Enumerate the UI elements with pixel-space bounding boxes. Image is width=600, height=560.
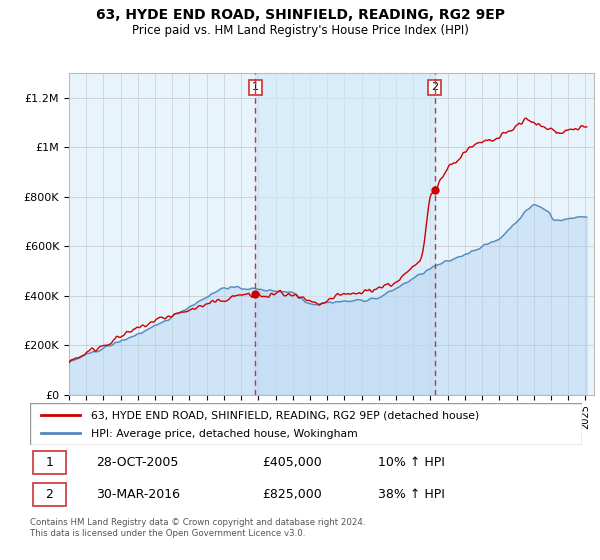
Text: This data is licensed under the Open Government Licence v3.0.: This data is licensed under the Open Gov…: [30, 529, 305, 538]
Text: £825,000: £825,000: [262, 488, 322, 501]
Text: 63, HYDE END ROAD, SHINFIELD, READING, RG2 9EP: 63, HYDE END ROAD, SHINFIELD, READING, R…: [95, 8, 505, 22]
Bar: [255, 73, 434, 395]
Text: HPI: Average price, detached house, Wokingham: HPI: Average price, detached house, Woki…: [91, 430, 358, 439]
Text: 30-MAR-2016: 30-MAR-2016: [96, 488, 180, 501]
Text: 38% ↑ HPI: 38% ↑ HPI: [378, 488, 445, 501]
FancyBboxPatch shape: [33, 451, 66, 474]
Text: 2: 2: [431, 82, 438, 92]
Text: 10% ↑ HPI: 10% ↑ HPI: [378, 456, 445, 469]
Text: 28-OCT-2005: 28-OCT-2005: [96, 456, 179, 469]
Text: £405,000: £405,000: [262, 456, 322, 469]
Text: 1: 1: [252, 82, 259, 92]
Text: 63, HYDE END ROAD, SHINFIELD, READING, RG2 9EP (detached house): 63, HYDE END ROAD, SHINFIELD, READING, R…: [91, 411, 479, 421]
Text: 2: 2: [46, 488, 53, 501]
Text: Price paid vs. HM Land Registry's House Price Index (HPI): Price paid vs. HM Land Registry's House …: [131, 24, 469, 36]
FancyBboxPatch shape: [33, 483, 66, 506]
Text: 1: 1: [46, 456, 53, 469]
Text: Contains HM Land Registry data © Crown copyright and database right 2024.: Contains HM Land Registry data © Crown c…: [30, 518, 365, 527]
